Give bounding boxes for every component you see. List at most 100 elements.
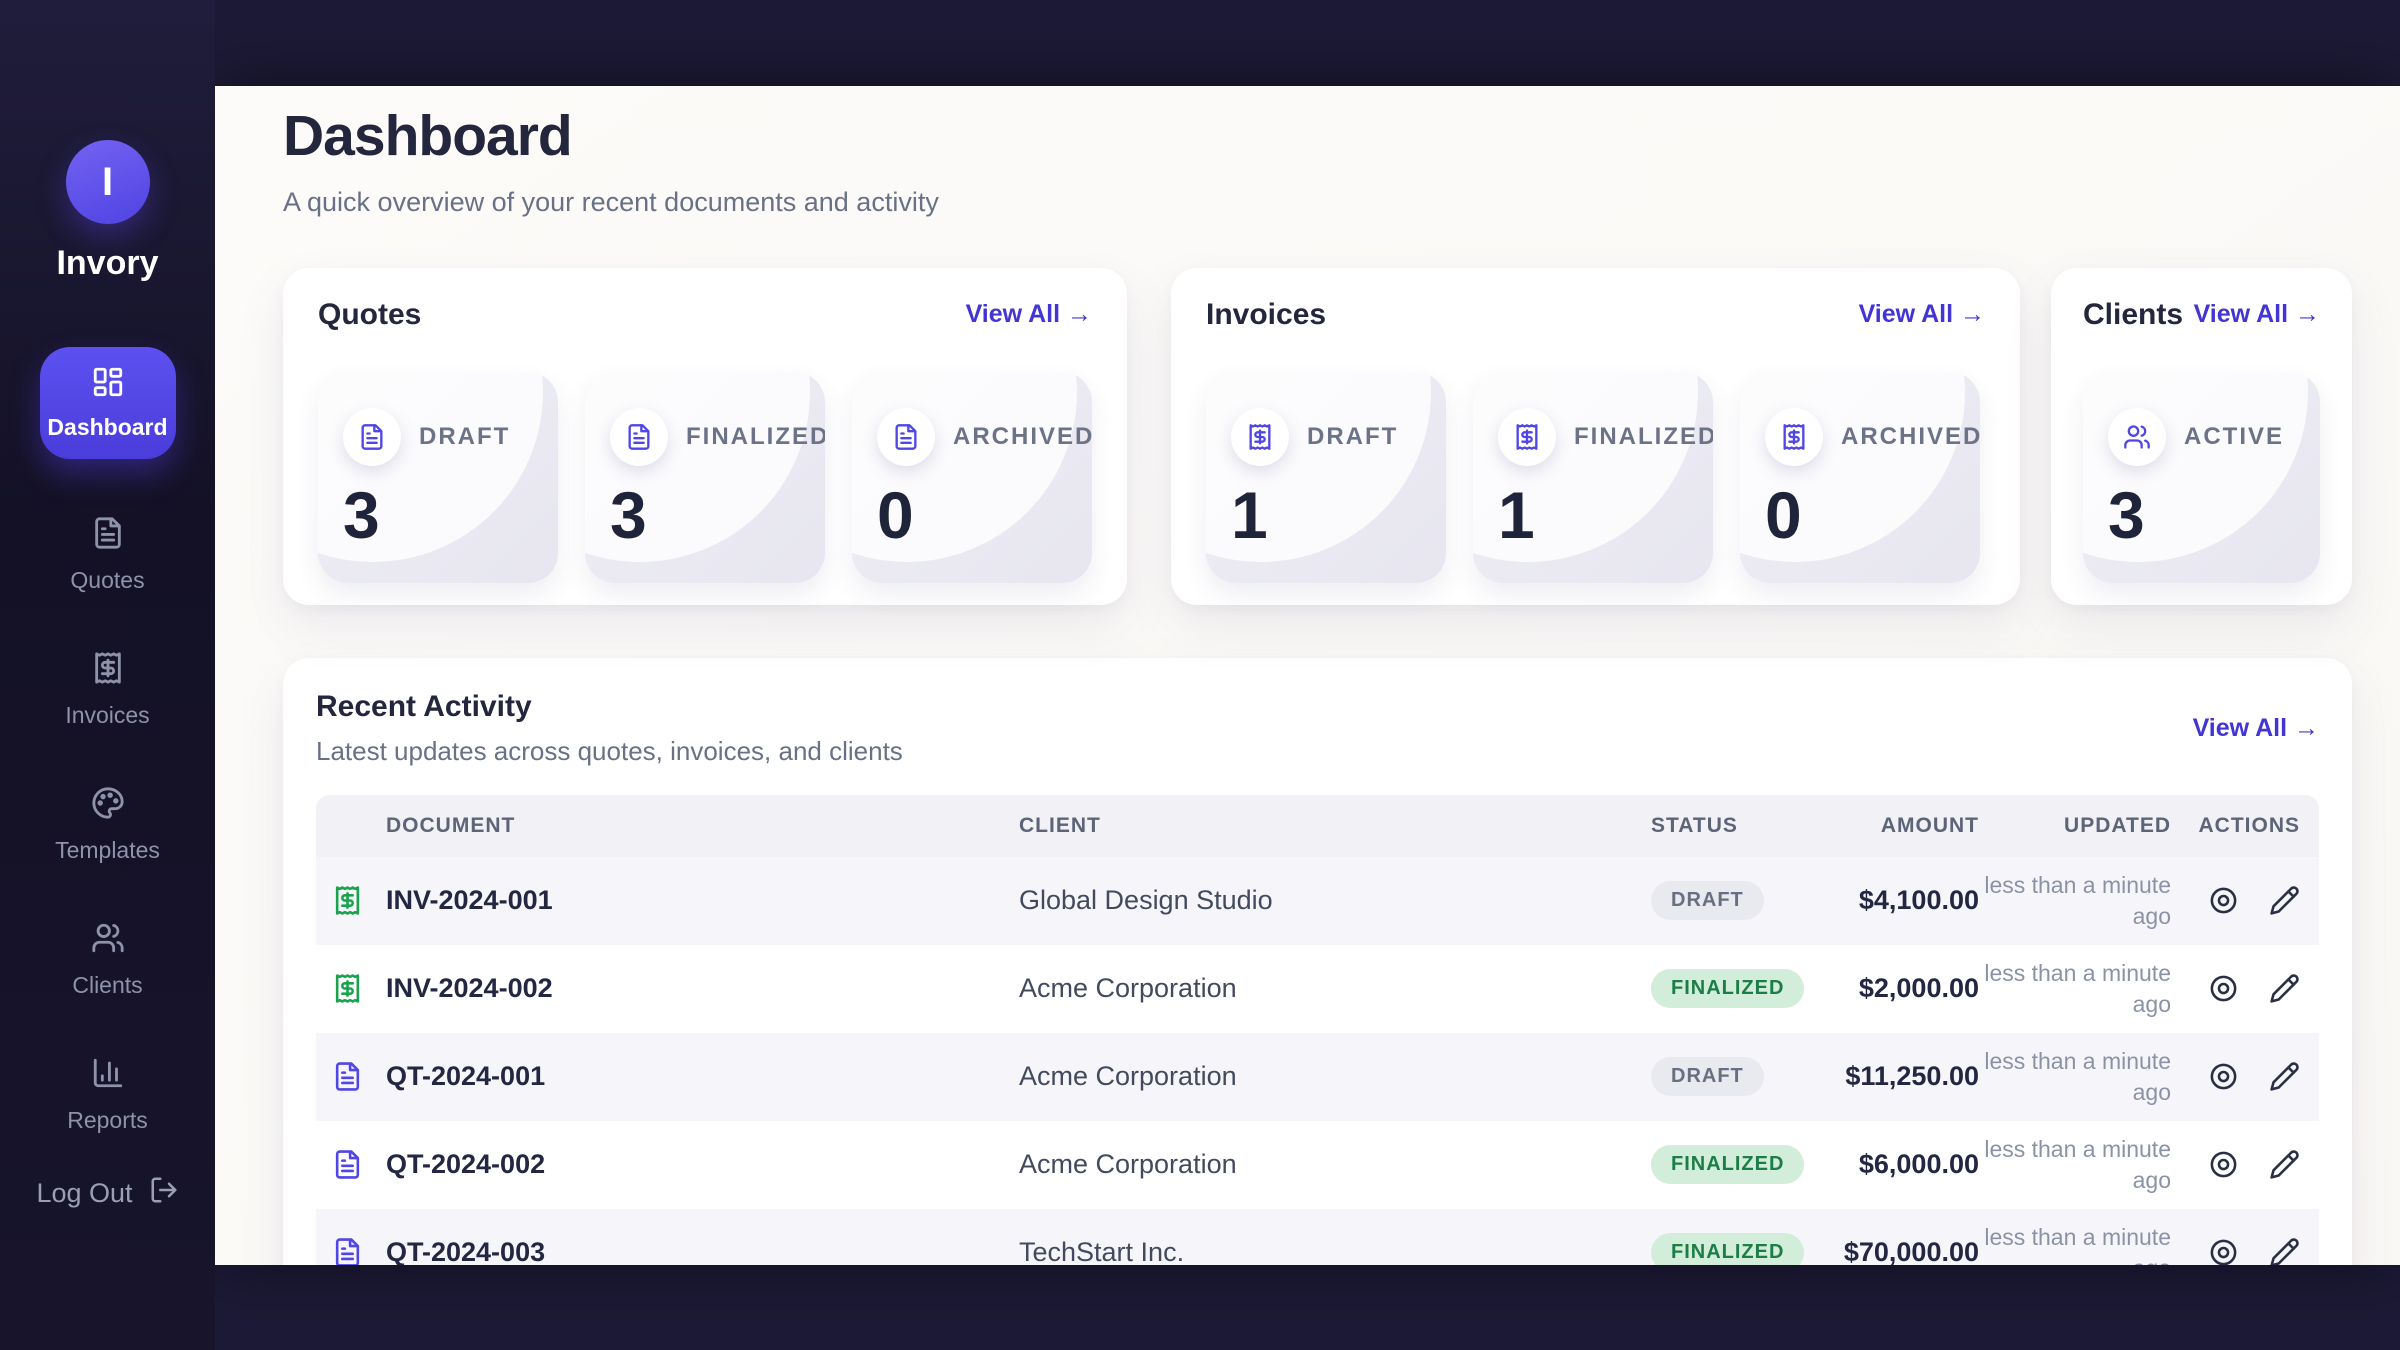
receipt-icon <box>1231 407 1289 466</box>
page-subtitle: A quick overview of your recent document… <box>283 186 939 217</box>
quotes-card: Quotes View All → DRAFT 3 FINA <box>283 267 1127 605</box>
layout-dashboard-icon <box>91 365 125 405</box>
stat-label: ACTIVE <box>2184 422 2285 450</box>
stat-value: 1 <box>1498 477 1535 552</box>
edit-button[interactable] <box>2269 1237 2300 1265</box>
edit-button[interactable] <box>2269 973 2300 1004</box>
view-button[interactable] <box>2208 885 2239 916</box>
view-button[interactable] <box>2208 1061 2239 1092</box>
sidebar: I Invory Dashboard Quotes Invoices Templ… <box>0 0 215 1350</box>
clients-view-all-link[interactable]: View All → <box>2193 300 2320 329</box>
pencil-icon <box>2270 1150 2299 1180</box>
quotes-card-title: Quotes <box>318 297 422 331</box>
sidebar-item-label: Templates <box>55 837 160 863</box>
sidebar-item-invoices[interactable]: Invoices <box>38 651 178 729</box>
pencil-icon <box>2270 974 2299 1004</box>
view-button[interactable] <box>2208 1149 2239 1180</box>
file-text-icon <box>343 407 401 466</box>
file-text-icon <box>610 407 668 466</box>
document-id: INV-2024-002 <box>386 973 553 1004</box>
sidebar-item-label: Dashboard <box>47 414 168 440</box>
document-type-icon <box>332 973 365 1004</box>
stat-tile-invoices-finalized: FINALIZED 1 <box>1473 371 1713 583</box>
edit-button[interactable] <box>2269 1061 2300 1092</box>
pencil-icon <box>2270 886 2299 916</box>
logout-button[interactable]: Log Out <box>36 1175 178 1212</box>
stat-tile-clients-active: ACTIVE 3 <box>2083 371 2320 583</box>
actions-cell <box>2171 885 2319 916</box>
stat-value: 0 <box>877 477 914 552</box>
recent-activity-title: Recent Activity <box>316 689 532 723</box>
bar-chart-icon <box>91 1056 125 1096</box>
stat-tile-quotes-archived: ARCHIVED 0 <box>852 371 1092 583</box>
updated-timestamp: less than a minute ago <box>1984 1135 2171 1193</box>
table-row[interactable]: INV-2024-002 Acme Corporation FINALIZED … <box>316 945 2319 1033</box>
document-cell: INV-2024-001 <box>316 885 1019 916</box>
amount-value: $4,100.00 <box>1858 885 1979 916</box>
stat-label: DRAFT <box>1307 422 1399 450</box>
table-row[interactable]: INV-2024-001 Global Design Studio DRAFT … <box>316 856 2319 945</box>
status-cell: FINALIZED <box>1651 1145 1819 1185</box>
actions-cell <box>2171 1061 2319 1092</box>
invoices-view-all-link[interactable]: View All → <box>1858 300 1985 329</box>
stat-value: 3 <box>610 477 647 552</box>
stat-value: 3 <box>343 477 380 552</box>
document-id: QT-2024-003 <box>386 1237 546 1265</box>
receipt-icon <box>1765 407 1823 466</box>
sidebar-item-clients[interactable]: Clients <box>38 921 178 999</box>
column-header-document: DOCUMENT <box>386 813 516 837</box>
sidebar-item-dashboard[interactable]: Dashboard <box>39 347 176 459</box>
eye-icon <box>2210 976 2237 1002</box>
document-cell: QT-2024-002 <box>316 1149 1019 1180</box>
actions-cell <box>2171 973 2319 1004</box>
file-text-icon <box>91 516 125 556</box>
sidebar-item-quotes[interactable]: Quotes <box>38 516 178 594</box>
status-badge: DRAFT <box>1651 881 1764 921</box>
stat-label: ARCHIVED <box>953 422 1092 450</box>
client-name: TechStart Inc. <box>1019 1237 1185 1265</box>
invoices-card: Invoices View All → DRAFT 1 FI <box>1171 267 2020 605</box>
client-name: Acme Corporation <box>1019 1149 1237 1180</box>
sidebar-item-templates[interactable]: Templates <box>38 786 178 864</box>
status-cell: DRAFT <box>1651 1057 1819 1097</box>
sidebar-item-label: Quotes <box>70 567 145 593</box>
client-name: Acme Corporation <box>1019 973 1237 1004</box>
sidebar-item-reports[interactable]: Reports <box>38 1056 178 1134</box>
table-row[interactable]: QT-2024-002 Acme Corporation FINALIZED $… <box>316 1121 2319 1209</box>
view-button[interactable] <box>2208 1237 2239 1265</box>
stat-label: DRAFT <box>419 422 511 450</box>
status-badge: FINALIZED <box>1651 1233 1805 1265</box>
table-row[interactable]: QT-2024-001 Acme Corporation DRAFT $11,2… <box>316 1032 2319 1121</box>
document-type-icon <box>332 1149 365 1180</box>
page-title: Dashboard <box>283 104 573 168</box>
recent-activity-subtitle: Latest updates across quotes, invoices, … <box>316 735 903 766</box>
client-name: Acme Corporation <box>1019 1061 1237 1092</box>
eye-icon <box>2210 1152 2237 1178</box>
updated-timestamp: less than a minute ago <box>1984 871 2171 929</box>
quotes-view-all-link[interactable]: View All → <box>965 300 1092 329</box>
status-badge: FINALIZED <box>1651 969 1805 1009</box>
document-type-icon <box>332 1237 365 1265</box>
document-id: INV-2024-001 <box>386 885 553 916</box>
column-header-client: CLIENT <box>1019 813 1101 837</box>
amount-value: $70,000.00 <box>1843 1237 1979 1265</box>
edit-button[interactable] <box>2269 1149 2300 1180</box>
edit-button[interactable] <box>2269 885 2300 916</box>
recent-activity-table: DOCUMENT CLIENT STATUS AMOUNT UPDATED AC… <box>316 794 2319 1265</box>
table-row[interactable]: QT-2024-003 TechStart Inc. FINALIZED $70… <box>316 1208 2319 1265</box>
recent-activity-view-all-link[interactable]: View All → <box>2192 713 2319 742</box>
sidebar-nav: Dashboard Quotes Invoices Templates Clie… <box>0 347 215 1134</box>
client-name: Global Design Studio <box>1019 885 1273 916</box>
logout-label: Log Out <box>36 1178 133 1208</box>
document-cell: QT-2024-003 <box>316 1237 1019 1265</box>
clients-card: Clients View All → ACTIVE 3 <box>2051 267 2352 605</box>
stat-tile-invoices-draft: DRAFT 1 <box>1206 371 1446 583</box>
stat-value: 1 <box>1231 477 1268 552</box>
main-content: Dashboard A quick overview of your recen… <box>215 86 2400 1265</box>
receipt-icon <box>91 651 125 691</box>
view-button[interactable] <box>2208 973 2239 1004</box>
receipt-icon <box>1498 407 1556 466</box>
stat-value: 3 <box>2108 477 2145 552</box>
sidebar-item-label: Invoices <box>65 702 150 728</box>
